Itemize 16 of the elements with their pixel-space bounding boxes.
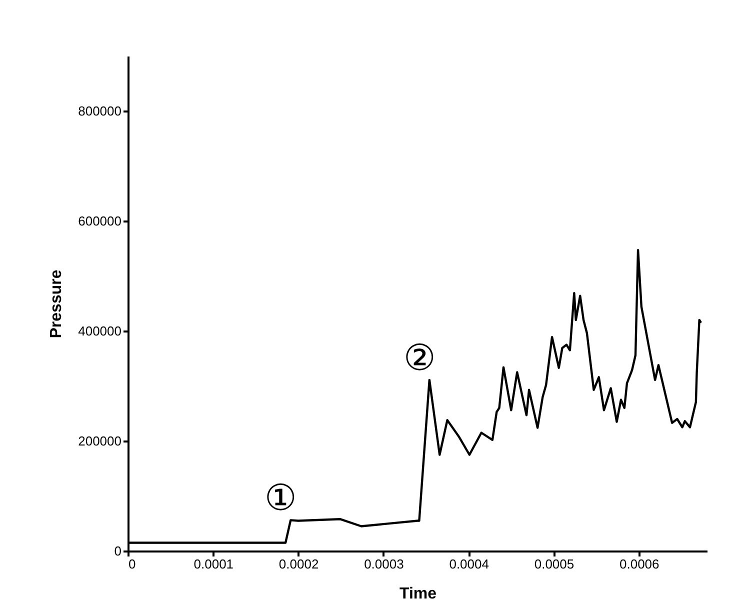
x-tick-label: 0.0005 [534, 556, 574, 572]
x-tick-label: 0.0001 [194, 556, 234, 572]
y-tick-label: 0 [114, 544, 122, 558]
x-axis-title: Time [399, 586, 437, 602]
annotation: ② [403, 338, 436, 379]
x-tick-label: 0.0004 [449, 556, 489, 572]
x-tick-label: 0.0003 [364, 556, 404, 572]
x-tick-label: 0 [128, 556, 136, 572]
y-tick-label: 600000 [78, 214, 122, 228]
x-tick-label: 0.0002 [278, 556, 319, 572]
y-tick-label: 400000 [78, 324, 122, 338]
y-tick-label: 200000 [78, 434, 122, 448]
y-tick-label: 800000 [78, 104, 122, 118]
annotation: ① [264, 478, 297, 520]
y-axis-title: Pressure [48, 270, 66, 338]
x-tick-label: 0.0006 [620, 556, 660, 572]
